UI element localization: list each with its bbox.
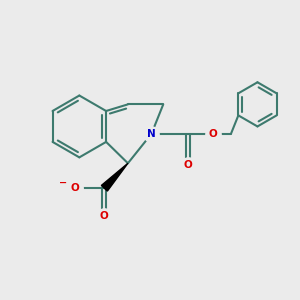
Text: O: O (100, 211, 109, 221)
Text: O: O (184, 160, 193, 170)
Polygon shape (101, 163, 128, 191)
Text: O: O (70, 183, 79, 193)
Text: N: N (147, 129, 156, 139)
Text: −: − (59, 177, 67, 188)
Text: O: O (209, 129, 218, 139)
